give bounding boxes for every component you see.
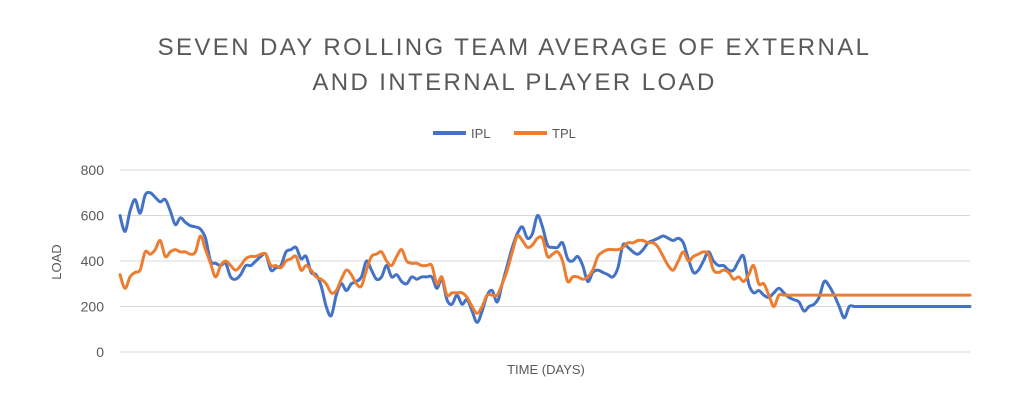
y-axis-label: LOAD [49, 244, 64, 279]
x-axis-label: TIME (DAYS) [507, 362, 585, 377]
legend: IPL TPL [433, 126, 576, 141]
gridlines [120, 169, 970, 353]
series-line-tpl [118, 234, 972, 315]
legend-tpl-label: TPL [552, 126, 576, 141]
y-tick-label: 0 [96, 344, 104, 360]
y-tick-label: 200 [81, 299, 105, 315]
legend-ipl-label: IPL [471, 126, 491, 141]
y-tick-label: 800 [81, 162, 105, 178]
y-axis-ticks: 0 200 400 600 800 [81, 162, 105, 360]
series-lines [118, 190, 972, 324]
y-tick-label: 400 [81, 253, 105, 269]
series-line-ipl [118, 190, 972, 324]
chart-title-line-2: AND INTERNAL PLAYER LOAD [312, 69, 717, 96]
y-tick-label: 600 [81, 208, 105, 224]
chart-title-line-1: SEVEN DAY ROLLING TEAM AVERAGE OF EXTERN… [157, 34, 872, 61]
